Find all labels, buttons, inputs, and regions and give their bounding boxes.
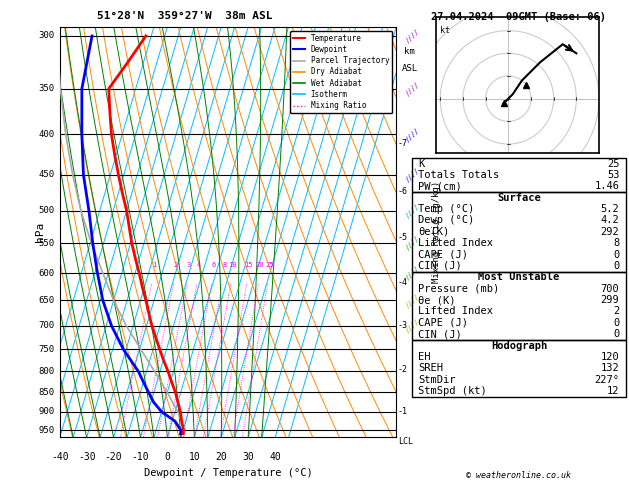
Text: 850: 850: [38, 388, 55, 397]
Text: θe (K): θe (K): [418, 295, 456, 305]
Text: StmDir: StmDir: [418, 375, 456, 384]
Text: ////: ////: [404, 318, 420, 334]
Text: LCL: LCL: [398, 437, 413, 447]
Text: 6: 6: [211, 262, 216, 268]
Text: 0: 0: [613, 250, 620, 260]
Text: 5.2: 5.2: [601, 204, 620, 214]
Text: hPa: hPa: [35, 222, 45, 242]
Text: -4: -4: [398, 278, 408, 287]
Text: 500: 500: [38, 206, 55, 215]
Text: PW (cm): PW (cm): [418, 181, 462, 191]
Text: 450: 450: [38, 170, 55, 179]
Text: 25: 25: [607, 158, 620, 169]
Text: 4: 4: [197, 262, 201, 268]
Text: 950: 950: [38, 426, 55, 435]
Legend: Temperature, Dewpoint, Parcel Trajectory, Dry Adiabat, Wet Adiabat, Isotherm, Mi: Temperature, Dewpoint, Parcel Trajectory…: [290, 31, 392, 113]
Text: 550: 550: [38, 239, 55, 248]
Text: Hodograph: Hodograph: [491, 341, 547, 350]
Text: 20: 20: [215, 452, 227, 462]
Text: 800: 800: [38, 367, 55, 376]
Text: 4.2: 4.2: [601, 215, 620, 226]
Text: 700: 700: [38, 321, 55, 330]
Text: 1: 1: [152, 262, 156, 268]
Text: 750: 750: [38, 345, 55, 354]
Text: Dewpoint / Temperature (°C): Dewpoint / Temperature (°C): [143, 468, 313, 478]
Text: 8: 8: [222, 262, 226, 268]
Text: 27.04.2024  09GMT (Base: 06): 27.04.2024 09GMT (Base: 06): [431, 12, 606, 22]
Text: 132: 132: [601, 363, 620, 373]
Text: -7: -7: [398, 139, 408, 148]
Text: 299: 299: [601, 295, 620, 305]
Text: km: km: [404, 47, 415, 56]
Text: 600: 600: [38, 269, 55, 278]
Text: Lifted Index: Lifted Index: [418, 238, 493, 248]
Text: Surface: Surface: [497, 193, 541, 203]
Text: ////: ////: [404, 81, 420, 97]
Text: 12: 12: [607, 386, 620, 396]
Text: Mixing Ratio (g/kg): Mixing Ratio (g/kg): [432, 181, 441, 283]
Text: K: K: [418, 158, 425, 169]
Text: Pressure (mb): Pressure (mb): [418, 284, 499, 294]
Text: -40: -40: [51, 452, 69, 462]
Text: 51°28'N  359°27'W  38m ASL: 51°28'N 359°27'W 38m ASL: [96, 11, 272, 20]
Text: Lifted Index: Lifted Index: [418, 307, 493, 316]
Text: 292: 292: [601, 227, 620, 237]
Text: 650: 650: [38, 296, 55, 305]
Text: Temp (°C): Temp (°C): [418, 204, 475, 214]
Text: 0: 0: [613, 318, 620, 328]
Text: 120: 120: [601, 352, 620, 362]
Text: 1.46: 1.46: [594, 181, 620, 191]
Text: 15: 15: [244, 262, 253, 268]
Text: -30: -30: [78, 452, 96, 462]
Text: 227°: 227°: [594, 375, 620, 384]
Text: 8: 8: [613, 238, 620, 248]
Text: 350: 350: [38, 84, 55, 93]
Text: Totals Totals: Totals Totals: [418, 170, 499, 180]
Text: 900: 900: [38, 407, 55, 417]
Text: -2: -2: [398, 365, 408, 374]
Text: θe(K): θe(K): [418, 227, 450, 237]
Text: 0: 0: [165, 452, 170, 462]
Text: -3: -3: [398, 321, 408, 330]
Text: © weatheronline.co.uk: © weatheronline.co.uk: [467, 471, 571, 480]
Text: SREH: SREH: [418, 363, 443, 373]
Text: 300: 300: [38, 32, 55, 40]
Text: 400: 400: [38, 130, 55, 139]
Text: ////: ////: [404, 203, 420, 219]
Text: 2: 2: [613, 307, 620, 316]
Text: kt: kt: [440, 26, 450, 35]
Text: StmSpd (kt): StmSpd (kt): [418, 386, 487, 396]
Text: 700: 700: [601, 284, 620, 294]
Text: CIN (J): CIN (J): [418, 261, 462, 271]
Text: 10: 10: [189, 452, 200, 462]
Text: CIN (J): CIN (J): [418, 329, 462, 339]
Text: -6: -6: [398, 187, 408, 195]
Text: 30: 30: [242, 452, 254, 462]
Text: -5: -5: [398, 232, 408, 242]
Text: ////: ////: [404, 265, 420, 281]
Text: CAPE (J): CAPE (J): [418, 250, 469, 260]
Text: 10: 10: [228, 262, 237, 268]
Text: ////: ////: [404, 293, 420, 309]
Text: -10: -10: [131, 452, 149, 462]
Text: ASL: ASL: [402, 64, 418, 73]
Text: Dewp (°C): Dewp (°C): [418, 215, 475, 226]
Text: Most Unstable: Most Unstable: [478, 272, 560, 282]
Text: EH: EH: [418, 352, 431, 362]
Text: ////: ////: [404, 28, 420, 44]
Text: ////: ////: [404, 235, 420, 251]
Text: 20: 20: [256, 262, 264, 268]
Text: 53: 53: [607, 170, 620, 180]
Text: 3: 3: [187, 262, 191, 268]
Text: 2: 2: [174, 262, 178, 268]
Text: 0: 0: [613, 329, 620, 339]
Text: 25: 25: [265, 262, 274, 268]
Text: CAPE (J): CAPE (J): [418, 318, 469, 328]
Text: -1: -1: [398, 407, 408, 417]
Text: 0: 0: [613, 261, 620, 271]
Text: ////: ////: [404, 126, 420, 142]
Text: 40: 40: [269, 452, 281, 462]
Text: -20: -20: [105, 452, 123, 462]
Text: ////: ////: [404, 167, 420, 183]
